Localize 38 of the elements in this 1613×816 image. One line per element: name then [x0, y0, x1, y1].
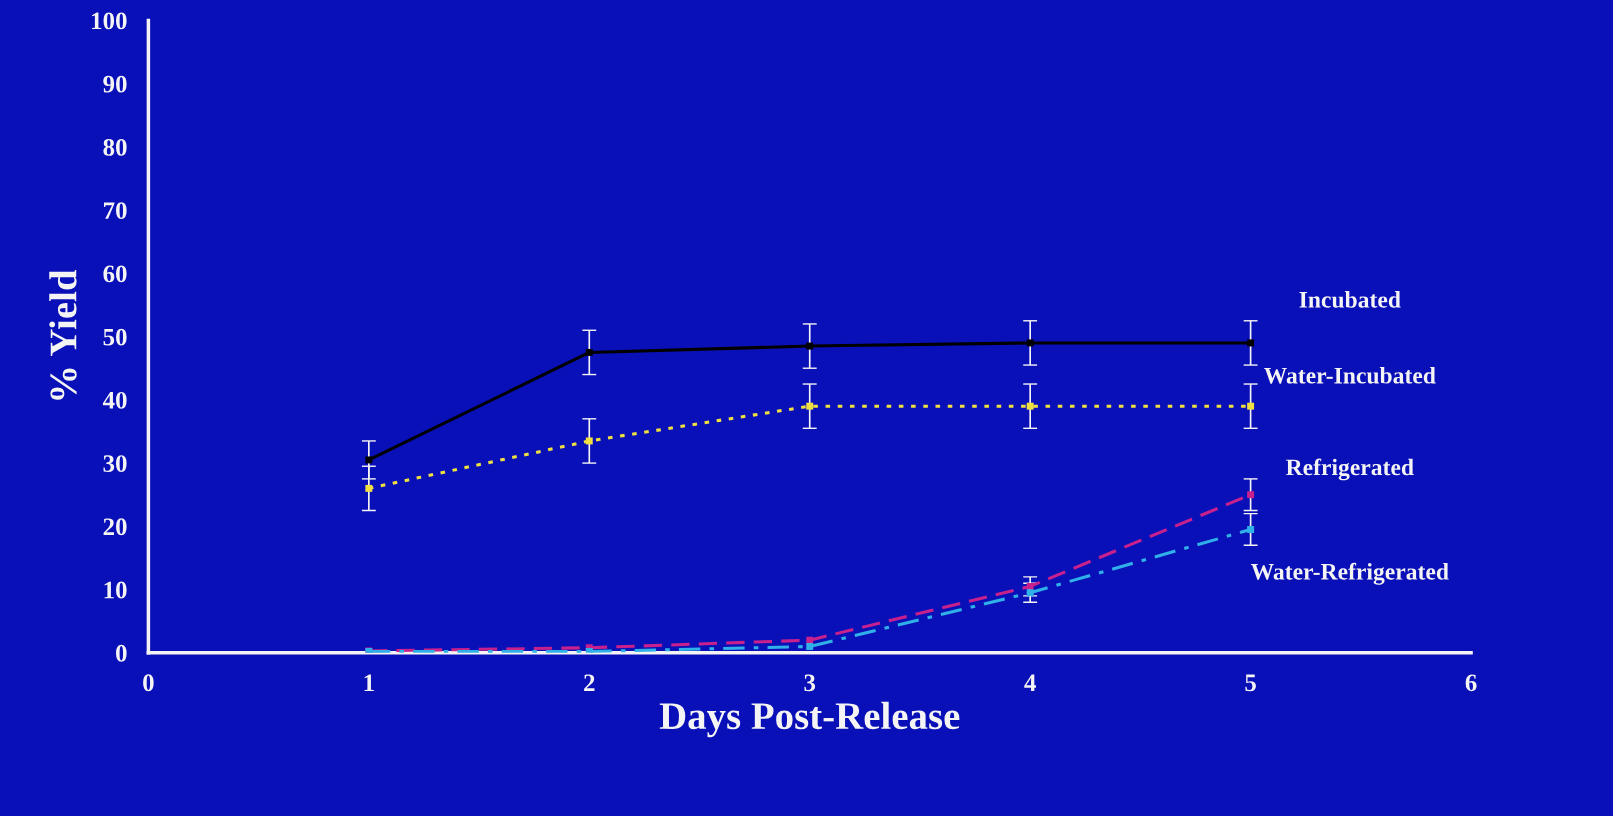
y-tick-label: 30 — [103, 455, 127, 472]
y-tick-label: 20 — [103, 518, 127, 536]
point — [365, 484, 373, 492]
point — [1026, 402, 1034, 410]
series-label: Water-Incubated — [1264, 367, 1436, 384]
point — [585, 348, 593, 356]
x-tick-label: 4 — [1024, 674, 1036, 691]
point — [585, 437, 593, 445]
y-tick-label: 10 — [104, 581, 127, 599]
x-tick-label: 0 — [143, 674, 154, 692]
y-tick-label: 0 — [116, 644, 127, 662]
point — [806, 643, 814, 650]
point — [1247, 402, 1255, 410]
y-axis-title: % Yield — [49, 269, 77, 400]
x-tick-label: 2 — [584, 674, 595, 691]
y-tick-label: 40 — [102, 391, 127, 409]
y-tick-label: 70 — [103, 202, 127, 220]
point — [365, 456, 373, 464]
y-tick-label: 80 — [103, 138, 127, 156]
point — [806, 402, 814, 410]
point — [1247, 339, 1255, 347]
series-label: Refrigerated — [1285, 458, 1414, 481]
x-tick-label: 5 — [1245, 674, 1256, 692]
x-axis-title: Days Post-Release — [659, 701, 960, 738]
y-tick-label: 50 — [103, 328, 127, 346]
y-tick-label: 90 — [103, 75, 127, 93]
y-tick-label: 60 — [103, 265, 127, 283]
text: Incubated — [1299, 291, 1401, 308]
x-tick-label: 1 — [364, 674, 374, 691]
series-label: Water-Refrigerated — [1250, 562, 1449, 585]
point — [806, 342, 814, 350]
point — [1026, 589, 1034, 597]
y-tick-label: 100 — [92, 12, 127, 30]
x-tick-label: 6 — [1465, 674, 1477, 692]
x-tick-label: 3 — [804, 674, 816, 692]
point — [1247, 526, 1255, 533]
point — [1026, 339, 1034, 347]
point — [1247, 491, 1255, 499]
